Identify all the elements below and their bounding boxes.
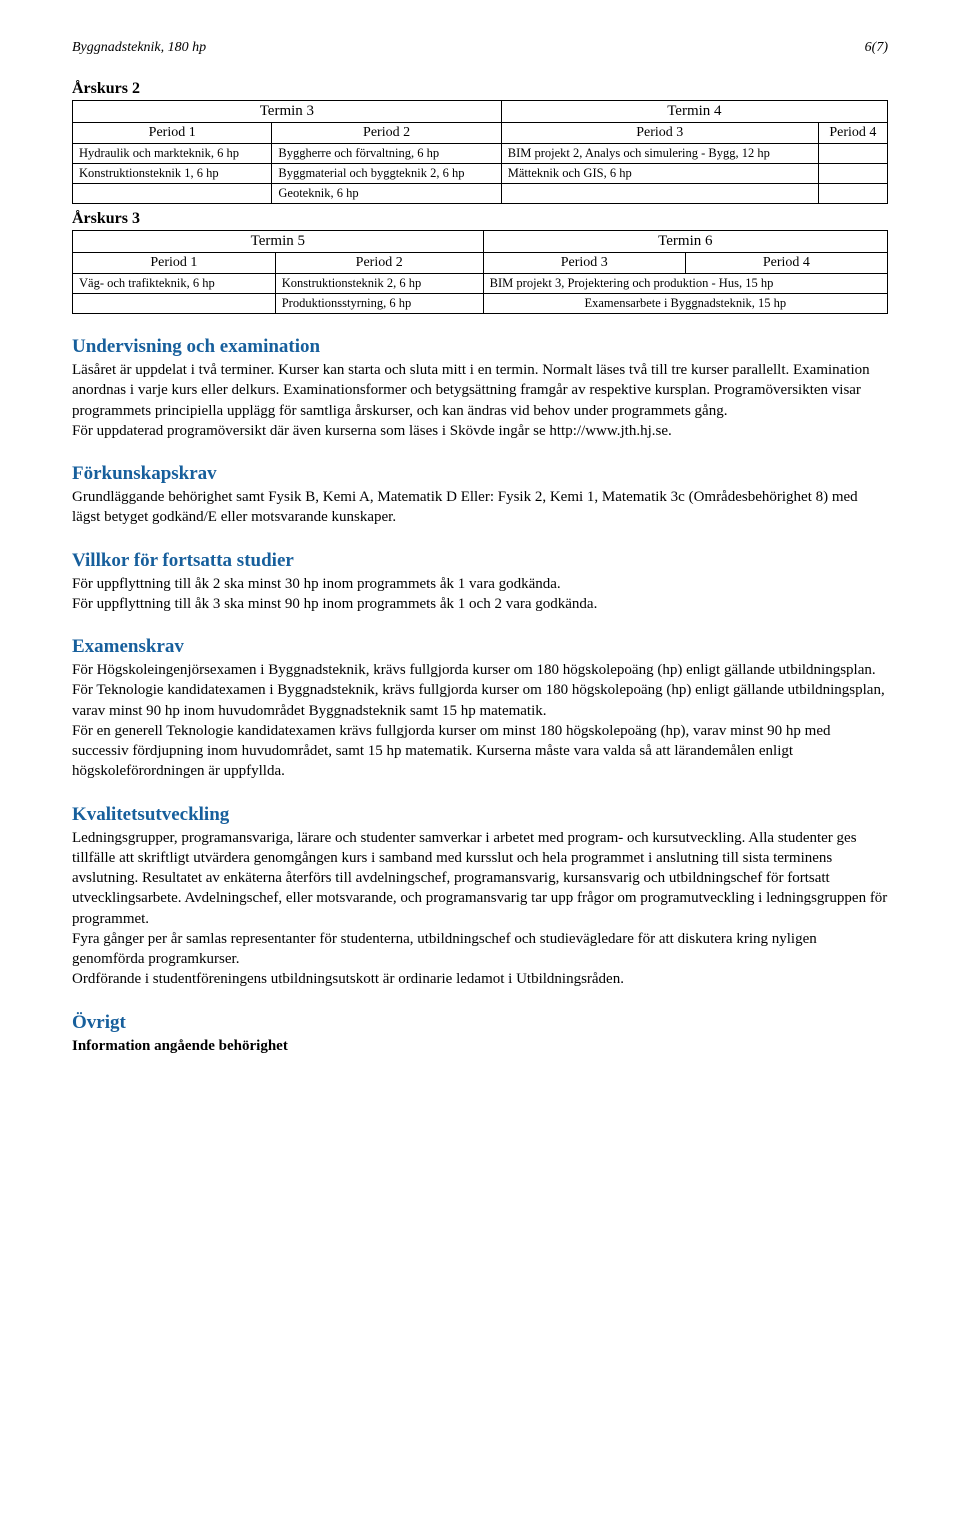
a2-period4: Period 4 [818,123,887,144]
examenskrav-p2: För Teknologie kandidatexamen i Byggnads… [72,680,888,721]
a2-r1-c2: Mätteknik och GIS, 6 hp [501,164,818,184]
kvalitet-p1: Ledningsgrupper, programansvariga, lärar… [72,828,888,929]
a2-period1: Period 1 [73,123,272,144]
forkunskap-title: Förkunskapskrav [72,463,888,485]
a2-period2: Period 2 [272,123,501,144]
villkor-title: Villkor för fortsatta studier [72,550,888,572]
a2-r1-c0: Konstruktionsteknik 1, 6 hp [73,164,272,184]
a2-r1-c1: Byggmaterial och byggteknik 2, 6 hp [272,164,501,184]
villkor-l2: För uppflyttning till åk 3 ska minst 90 … [72,594,888,614]
termin4: Termin 4 [501,101,887,123]
arskurs3-table: Termin 5 Termin 6 Period 1 Period 2 Peri… [72,230,888,314]
a2-r2-c2 [501,184,818,204]
ovrigt-sub: Information angående behörighet [72,1036,888,1056]
a3-r0-c2: BIM projekt 3, Projektering och produkti… [483,274,887,294]
a2-period3: Period 3 [501,123,818,144]
a3-period2: Period 2 [275,253,483,274]
kvalitet-p2: Fyra gånger per år samlas representanter… [72,929,888,970]
undervisning-title: Undervisning och examination [72,336,888,358]
forkunskap-body: Grundläggande behörighet samt Fysik B, K… [72,487,888,528]
examenskrav-p1: För Högskoleingenjörsexamen i Byggnadste… [72,660,888,680]
villkor-l1: För uppflyttning till åk 2 ska minst 30 … [72,574,888,594]
kvalitet-title: Kvalitetsutveckling [72,804,888,826]
a3-period3: Period 3 [483,253,685,274]
a2-r0-c1: Byggherre och förvaltning, 6 hp [272,144,501,164]
a3-period4: Period 4 [685,253,887,274]
a2-r0-c0: Hydraulik och markteknik, 6 hp [73,144,272,164]
a2-r2-c3 [818,184,887,204]
a3-r0-c0: Väg- och trafikteknik, 6 hp [73,274,276,294]
a2-r0-c2: BIM projekt 2, Analys och simulering - B… [501,144,818,164]
arskurs3-label: Årskurs 3 [72,210,888,228]
header-title: Byggnadsteknik, 180 hp [72,40,206,56]
arskurs2-label: Årskurs 2 [72,80,888,98]
termin6: Termin 6 [483,231,887,253]
termin5: Termin 5 [73,231,484,253]
undervisning-body: Läsåret är uppdelat i två terminer. Kurs… [72,360,888,421]
ovrigt-title: Övrigt [72,1012,888,1034]
a2-r1-c3 [818,164,887,184]
a2-r2-c1: Geoteknik, 6 hp [272,184,501,204]
a3-r1-c2: Examensarbete i Byggnadsteknik, 15 hp [483,294,887,314]
a3-r1-c1: Produktionsstyrning, 6 hp [275,294,483,314]
page: Byggnadsteknik, 180 hp 6(7) Årskurs 2 Te… [0,0,960,1122]
a3-r0-c1: Konstruktionsteknik 2, 6 hp [275,274,483,294]
a3-period1: Period 1 [73,253,276,274]
a2-r2-c0 [73,184,272,204]
a2-r0-c3 [818,144,887,164]
page-header: Byggnadsteknik, 180 hp 6(7) [72,40,888,56]
undervisning-body2: För uppdaterad programöversikt där även … [72,421,888,441]
header-pageno: 6(7) [865,40,888,56]
termin3: Termin 3 [73,101,502,123]
examenskrav-title: Examenskrav [72,636,888,658]
examenskrav-p3: För en generell Teknologie kandidatexame… [72,721,888,782]
arskurs2-table: Termin 3 Termin 4 Period 1 Period 2 Peri… [72,100,888,204]
a3-r1-c0 [73,294,276,314]
kvalitet-p3: Ordförande i studentföreningens utbildni… [72,969,888,989]
